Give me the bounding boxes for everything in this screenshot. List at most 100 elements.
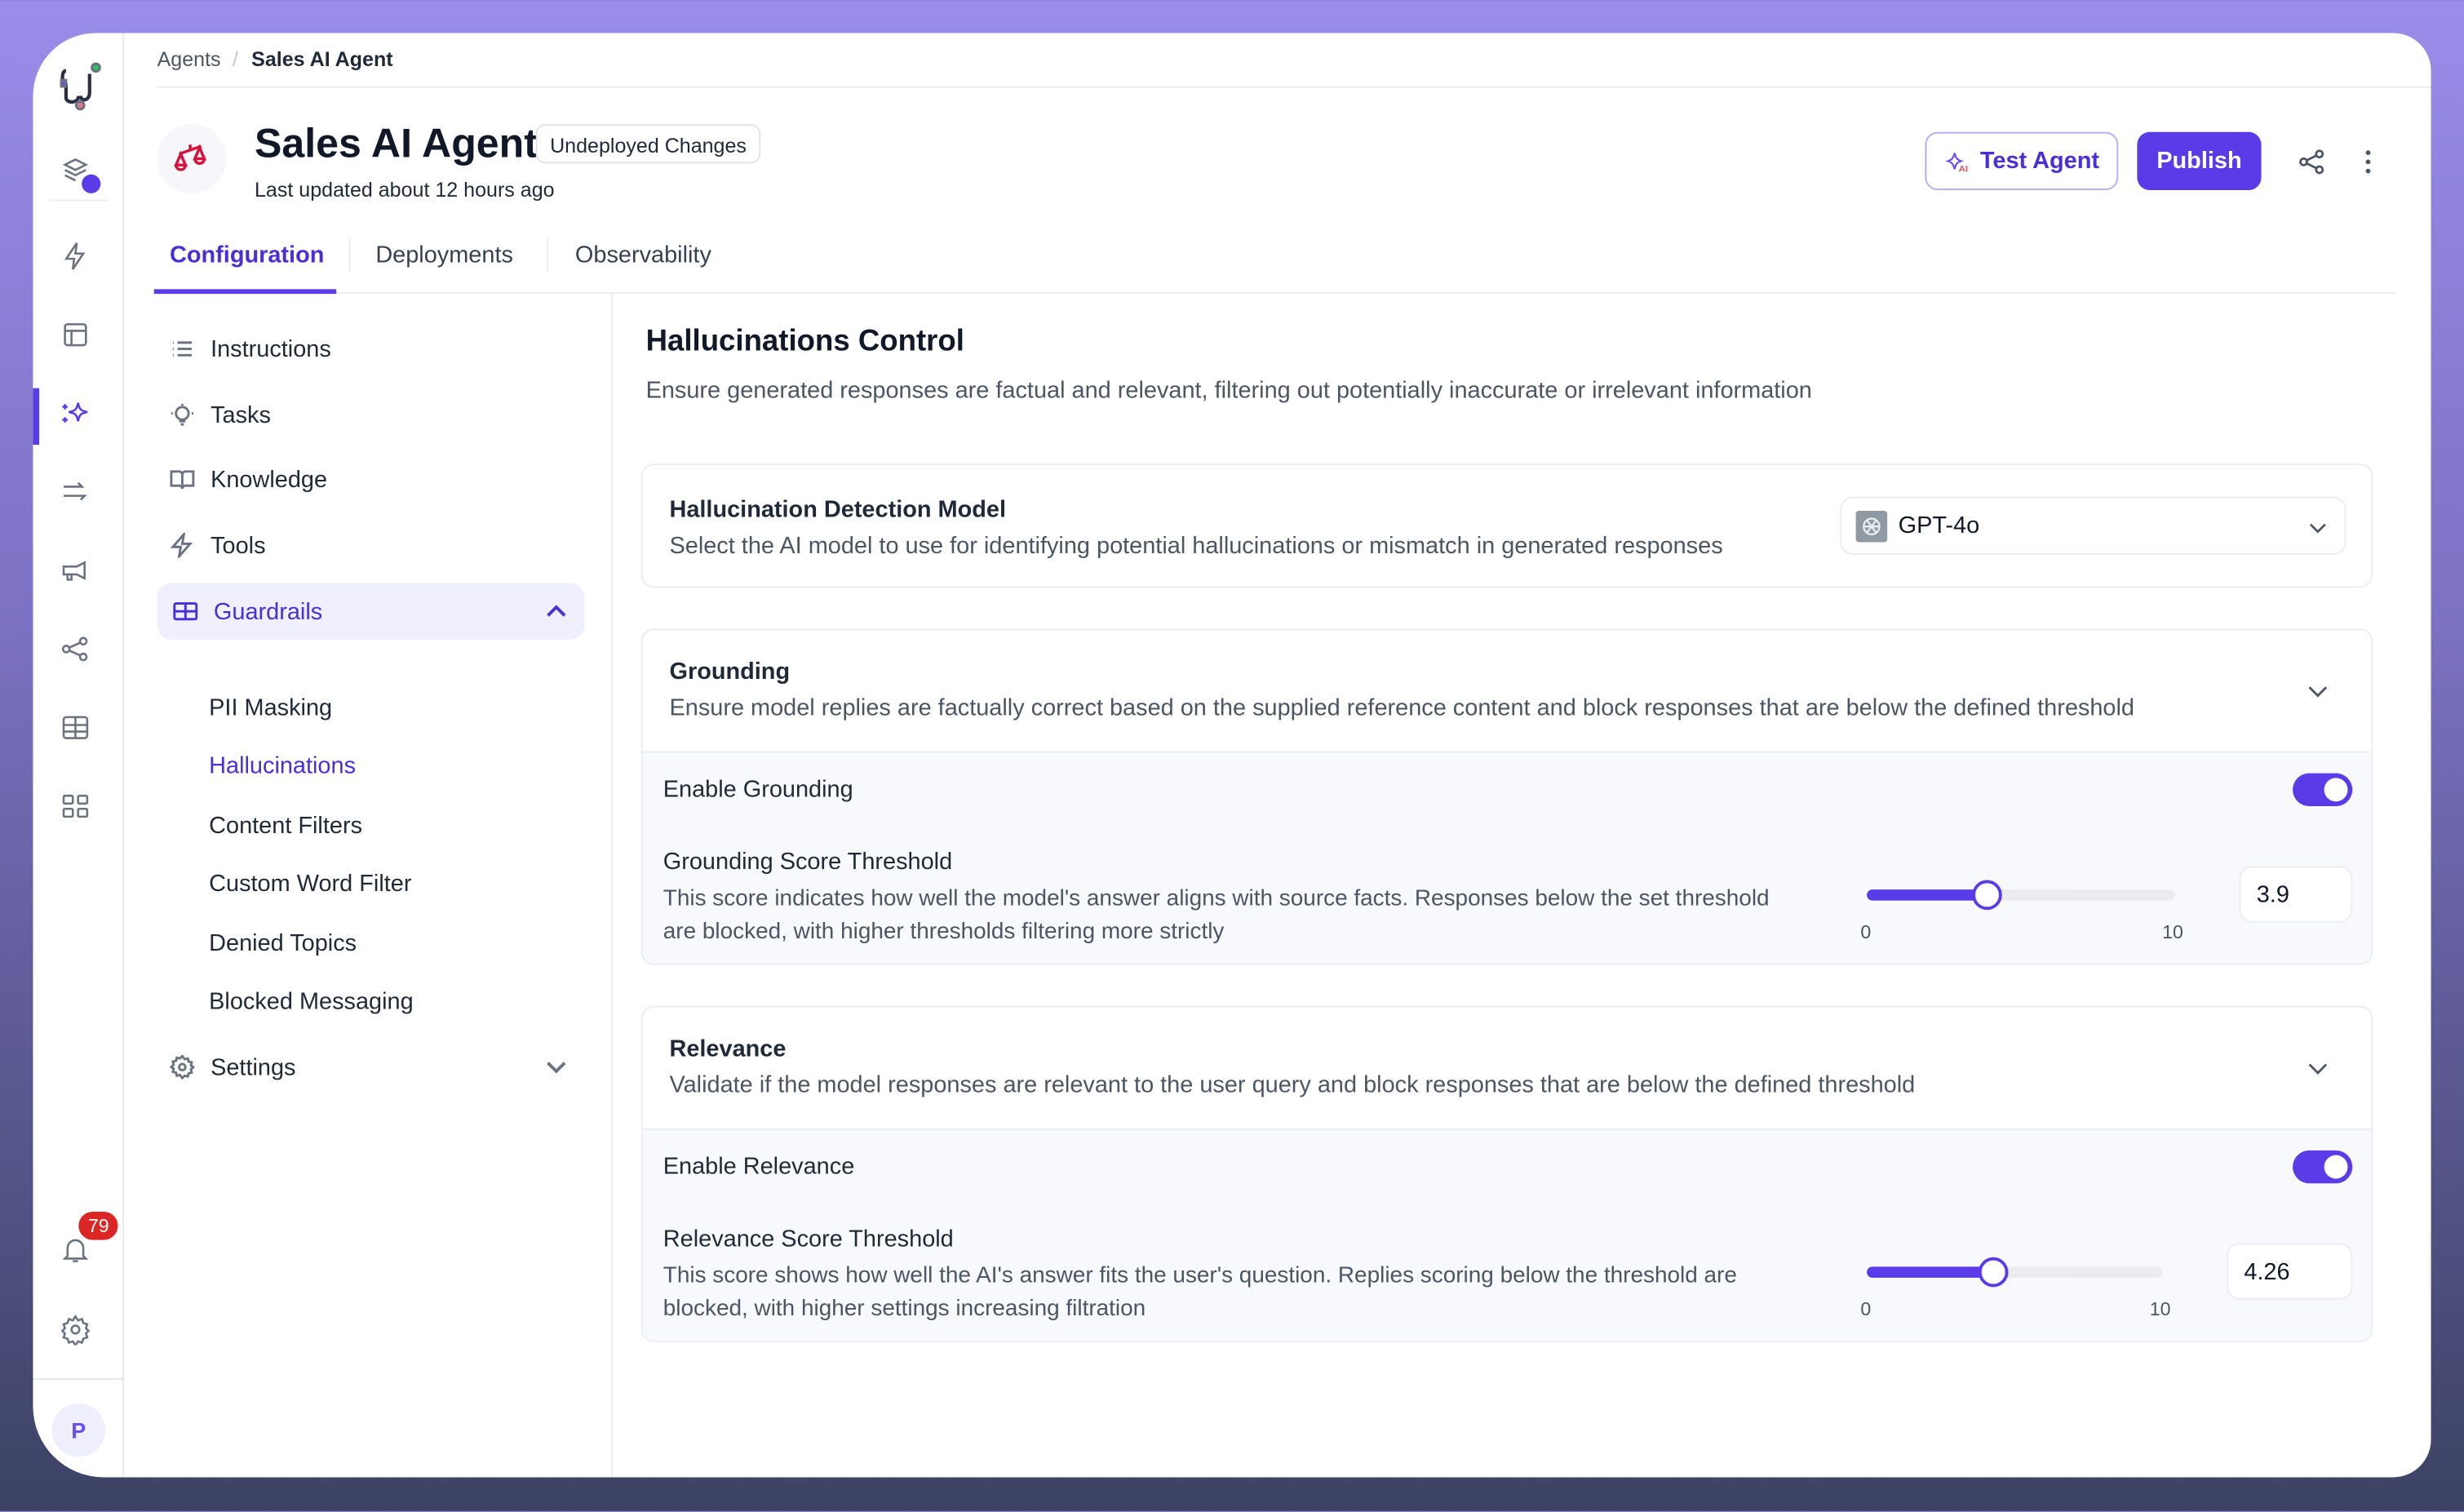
enable-grounding-toggle[interactable]: [2293, 773, 2353, 807]
tab-deployments[interactable]: Deployments: [375, 242, 513, 269]
relevance-min: 0: [1860, 1297, 1872, 1320]
enable-grounding-label: Enable Grounding: [663, 776, 853, 804]
config-sidebar: Instructions Tasks Knowledge Tools Guard…: [154, 294, 614, 1478]
relevance-value-input[interactable]: 4.26: [2227, 1243, 2353, 1300]
tab-observability[interactable]: Observability: [574, 242, 711, 269]
chevron-down-icon[interactable]: [2305, 679, 2330, 704]
grounding-description: Ensure model replies are factually corre…: [669, 694, 2134, 722]
grounding-value-input[interactable]: 3.9: [2239, 866, 2353, 923]
svg-text:AI: AI: [1959, 165, 1968, 175]
lightbulb-icon: [171, 403, 193, 426]
nav-content-filters[interactable]: Content Filters: [209, 812, 363, 840]
enable-relevance-label: Enable Relevance: [663, 1153, 855, 1181]
nav-settings[interactable]: Settings: [154, 1039, 585, 1095]
active-tab-underline: [153, 289, 337, 295]
nav-instructions[interactable]: Instructions: [154, 321, 585, 377]
tab-bar: Configuration Deployments Observability: [153, 224, 2397, 295]
grounding-card: Grounding Ensure model replies are factu…: [640, 628, 2373, 965]
app-window: 79 P Agents / Sales AI Agent Sales AI Ag…: [33, 33, 2431, 1478]
chevron-down-icon[interactable]: [2305, 1056, 2330, 1081]
relevance-threshold-title: Relevance Score Threshold: [663, 1226, 954, 1253]
more-options-icon[interactable]: [2352, 146, 2384, 178]
bolt-icon[interactable]: [60, 241, 97, 278]
sparkles-icon[interactable]: [60, 397, 97, 435]
chevron-up-icon: [547, 605, 566, 617]
grounding-max: 10: [2162, 920, 2183, 943]
share-nodes-icon[interactable]: [60, 633, 97, 671]
breadcrumb: Agents / Sales AI Agent: [157, 33, 2431, 88]
relevance-max: 10: [2149, 1297, 2171, 1320]
share-icon[interactable]: [2296, 146, 2328, 178]
ai-sparkle-icon: AI: [1945, 153, 1968, 175]
table-icon: [173, 602, 198, 621]
chevron-down-icon: [2309, 523, 2326, 534]
openai-icon: [1855, 510, 1888, 543]
active-indicator: [33, 388, 40, 446]
section-description: Ensure generated responses are factual a…: [645, 377, 1812, 404]
grounding-threshold-description: This score indicates how well the model'…: [663, 886, 1770, 945]
last-updated: Last updated about 12 hours ago: [255, 177, 555, 202]
model-title: Hallucination Detection Model: [669, 496, 1007, 524]
relevance-slider-fill: [1867, 1266, 1993, 1278]
test-agent-button[interactable]: AI Test Agent: [1925, 131, 2119, 191]
enable-relevance-toggle[interactable]: [2293, 1150, 2353, 1184]
gear-icon: [170, 1054, 195, 1080]
relevance-title: Relevance: [669, 1035, 787, 1062]
grounding-slider[interactable]: [1867, 880, 2175, 911]
user-avatar[interactable]: P: [51, 1403, 106, 1457]
relevance-slider[interactable]: [1867, 1257, 2163, 1288]
nav-label: Tools: [211, 531, 266, 559]
layers-home-icon[interactable]: [60, 156, 101, 193]
relevance-card: Relevance Validate if the model response…: [640, 1005, 2373, 1342]
model-select[interactable]: GPT-4o: [1840, 496, 2347, 555]
arrows-right-icon[interactable]: [60, 477, 97, 514]
nav-guardrails[interactable]: Guardrails: [157, 583, 585, 640]
agent-avatar: [157, 124, 227, 193]
nav-custom-word-filter[interactable]: Custom Word Filter: [209, 871, 412, 898]
layout-icon[interactable]: [60, 319, 97, 357]
page-title: Sales AI Agent: [255, 119, 538, 167]
nav-blocked-messaging[interactable]: Blocked Messaging: [209, 988, 414, 1016]
table-icon[interactable]: [60, 712, 97, 749]
breadcrumb-agents-link[interactable]: Agents: [157, 47, 221, 71]
breadcrumb-current: Sales AI Agent: [251, 47, 393, 71]
model-description: Select the AI model to use for identifyi…: [669, 532, 1723, 560]
book-icon: [170, 470, 195, 490]
publish-button[interactable]: Publish: [2137, 131, 2262, 191]
bolt-icon: [170, 532, 193, 558]
nav-label: Settings: [211, 1053, 296, 1081]
bell-icon[interactable]: [60, 1234, 97, 1271]
relevance-settings: Enable Relevance Relevance Score Thresho…: [642, 1128, 2372, 1341]
nav-hallucinations[interactable]: Hallucinations: [209, 752, 357, 780]
app-logo-icon[interactable]: [55, 58, 102, 111]
breadcrumb-separator: /: [233, 47, 239, 71]
nav-tasks[interactable]: Tasks: [154, 387, 585, 443]
chevron-down-icon: [547, 1062, 566, 1074]
detection-model-card: Hallucination Detection Model Select the…: [640, 463, 2373, 588]
list-icon: [172, 341, 192, 357]
nav-label: Knowledge: [211, 466, 328, 493]
grounding-min: 0: [1860, 920, 1872, 943]
grounding-settings: Enable Grounding Grounding Score Thresho…: [642, 751, 2372, 964]
nav-denied-topics[interactable]: Denied Topics: [209, 930, 357, 957]
status-badge: Undeployed Changes: [535, 124, 761, 164]
icon-rail: 79 P: [33, 33, 125, 1478]
nav-tools[interactable]: Tools: [154, 517, 585, 574]
megaphone-icon[interactable]: [60, 555, 97, 592]
nav-label: Guardrails: [213, 597, 323, 625]
relevance-threshold-description: This score shows how well the AI's answe…: [663, 1263, 1737, 1322]
grounding-title: Grounding: [669, 658, 791, 685]
grounding-slider-thumb[interactable]: [1972, 880, 2003, 911]
scale-icon: [174, 144, 207, 171]
relevance-slider-thumb[interactable]: [1978, 1257, 2009, 1288]
grounding-threshold-title: Grounding Score Threshold: [663, 849, 953, 876]
grid-icon[interactable]: [60, 791, 97, 828]
test-agent-label: Test Agent: [1979, 148, 2099, 175]
nav-pii-masking[interactable]: PII Masking: [209, 694, 333, 722]
tab-configuration[interactable]: Configuration: [170, 242, 325, 269]
relevance-description: Validate if the model responses are rele…: [669, 1071, 1916, 1099]
nav-label: Tasks: [211, 401, 271, 428]
settings-gear-icon[interactable]: [60, 1314, 97, 1351]
section-title: Hallucinations Control: [645, 325, 964, 359]
nav-knowledge[interactable]: Knowledge: [154, 451, 585, 508]
